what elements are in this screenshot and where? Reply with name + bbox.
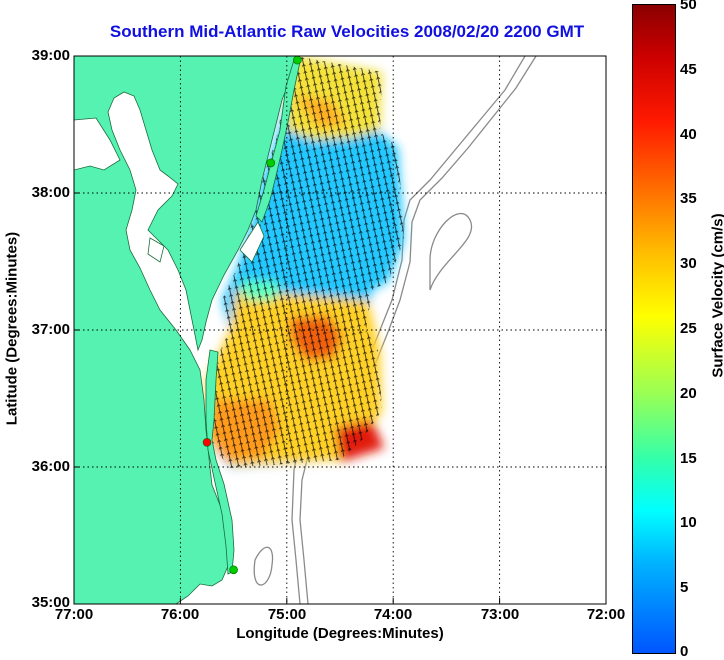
y-axis-label: Latitude (Degrees:Minutes) bbox=[4, 229, 21, 429]
colorbar-tick: 15 bbox=[680, 450, 697, 467]
station-marker bbox=[203, 438, 211, 446]
x-tick-label: 73:00 bbox=[470, 606, 530, 623]
colorbar-tick: 30 bbox=[680, 255, 697, 272]
y-tick-label: 39:00 bbox=[18, 47, 70, 64]
y-tick-label: 37:00 bbox=[18, 321, 70, 338]
colorbar-tick: 45 bbox=[680, 61, 697, 78]
x-tick-label: 74:00 bbox=[363, 606, 423, 623]
colorbar-label: Surface Velocity (cm/s) bbox=[710, 196, 724, 396]
colorbar-tick: 0 bbox=[680, 643, 688, 660]
station-marker bbox=[267, 159, 275, 167]
x-tick-label: 76:00 bbox=[150, 606, 210, 623]
colorbar-tick: 40 bbox=[680, 126, 697, 143]
colorbar-tick: 25 bbox=[680, 320, 697, 337]
station-marker bbox=[230, 566, 238, 574]
y-tick-label: 38:00 bbox=[18, 184, 70, 201]
colorbar-tick: 5 bbox=[680, 579, 688, 596]
colorbar-tick: 20 bbox=[680, 385, 697, 402]
colorbar bbox=[632, 4, 676, 654]
colorbar-tick: 10 bbox=[680, 514, 697, 531]
x-tick-label: 72:00 bbox=[576, 606, 636, 623]
x-tick-label: 75:00 bbox=[257, 606, 317, 623]
x-tick-label: 77:00 bbox=[44, 606, 104, 623]
colorbar-tick: 50 bbox=[680, 0, 697, 13]
x-axis-label: Longitude (Degrees:Minutes) bbox=[210, 625, 470, 642]
station-marker bbox=[293, 56, 301, 64]
colorbar-tick: 35 bbox=[680, 190, 697, 207]
y-tick-label: 36:00 bbox=[18, 458, 70, 475]
